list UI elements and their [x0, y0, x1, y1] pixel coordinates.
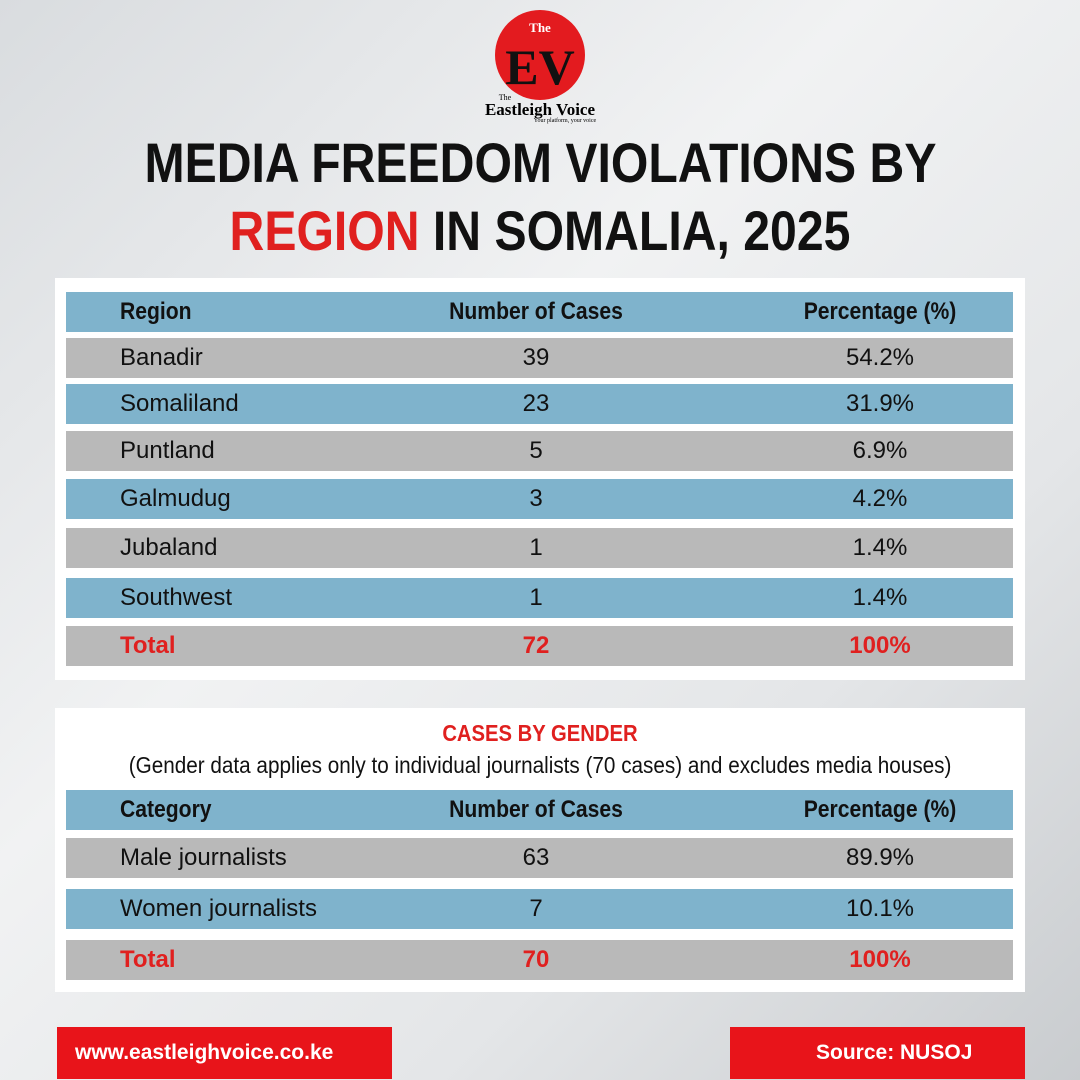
cell: 100% — [849, 632, 911, 659]
cell: 39 — [522, 344, 550, 371]
logo-tagline: Your platform, your voice — [533, 118, 597, 124]
total-row: Total 72 100% — [66, 626, 1013, 666]
cell: Total — [120, 946, 176, 973]
cell: 31.9% — [845, 390, 915, 417]
logo-circle — [495, 10, 585, 100]
cell: 100% — [849, 946, 911, 973]
cell: 1.4% — [852, 534, 908, 561]
gender-note: (Gender data applies only to individual … — [0, 752, 1080, 779]
table-row: Women journalists 7 10.1% — [66, 889, 1013, 929]
logo-the: The — [529, 20, 551, 35]
cell: 70 — [522, 946, 550, 973]
logo-mark: EV — [505, 39, 574, 95]
cell: Percentage (%) — [803, 796, 957, 823]
title-line-1: MEDIA FREEDOM VIOLATIONS BY — [0, 130, 1080, 195]
source: Source: NUSOJ — [816, 1041, 973, 1064]
cell: Women journalists — [120, 895, 317, 922]
logo-wordmark: The Eastleigh Voice Your platform, your … — [440, 94, 640, 125]
cell: 10.1% — [845, 895, 915, 922]
cell: Jubaland — [120, 534, 218, 561]
cell: Male journalists — [120, 844, 287, 871]
table-row: Galmudug 3 4.2% — [66, 479, 1013, 519]
cell: 89.9% — [845, 844, 915, 871]
cell: Percentage (%) — [803, 298, 957, 325]
cell: Region — [120, 298, 192, 325]
website[interactable]: www.eastleighvoice.co.ke — [75, 1041, 334, 1064]
website-box: www.eastleighvoice.co.ke — [57, 1027, 392, 1079]
cell: Banadir — [120, 344, 203, 371]
cell: 6.9% — [852, 437, 908, 464]
header-row: Region Number of Cases Percentage (%) — [66, 292, 1013, 332]
logo: The EV — [495, 10, 585, 100]
title-highlight: REGION — [229, 199, 420, 262]
title-text: IN SOMALIA, 2025 — [432, 199, 851, 262]
gender-note-text: (Gender data applies only to individual … — [128, 752, 952, 778]
cell: 23 — [522, 390, 550, 417]
title-line-2: REGION IN SOMALIA, 2025 — [0, 198, 1080, 263]
cell: 3 — [529, 485, 543, 512]
cell: Southwest — [120, 584, 233, 611]
cell: 63 — [522, 844, 550, 871]
cell: 5 — [529, 437, 543, 464]
cell: 1 — [529, 584, 543, 611]
table-row: Jubaland 1 1.4% — [66, 528, 1013, 568]
cell: 1 — [529, 534, 543, 561]
total-row: Total 70 100% — [66, 940, 1013, 980]
gender-title: CASES BY GENDER — [0, 720, 1080, 747]
cell: Number of Cases — [449, 796, 623, 823]
cell: Total — [120, 632, 176, 659]
table-row: Banadir 39 54.2% — [66, 338, 1013, 378]
cell: Category — [120, 796, 212, 823]
table-row: Male journalists 63 89.9% — [66, 838, 1013, 878]
cell: 4.2% — [852, 485, 908, 512]
cell: Galmudug — [120, 485, 231, 512]
source-box: Source: NUSOJ — [730, 1027, 1025, 1079]
cell: 1.4% — [852, 584, 908, 611]
header-row: Category Number of Cases Percentage (%) — [66, 790, 1013, 830]
table-row: Southwest 1 1.4% — [66, 578, 1013, 618]
table-row: Somaliland 23 31.9% — [66, 384, 1013, 424]
cell: 54.2% — [845, 344, 915, 371]
table-row: Puntland 5 6.9% — [66, 431, 1013, 471]
logo-name: Eastleigh Voice — [484, 100, 596, 119]
cell: Number of Cases — [449, 298, 623, 325]
cell: Somaliland — [120, 390, 239, 417]
cell: Puntland — [120, 437, 215, 464]
cell: 72 — [522, 632, 550, 659]
gender-title-text: CASES BY GENDER — [442, 720, 638, 746]
cell: 7 — [529, 895, 543, 922]
logo-name-the: The — [498, 93, 512, 102]
title-text: MEDIA FREEDOM VIOLATIONS BY — [143, 131, 936, 194]
